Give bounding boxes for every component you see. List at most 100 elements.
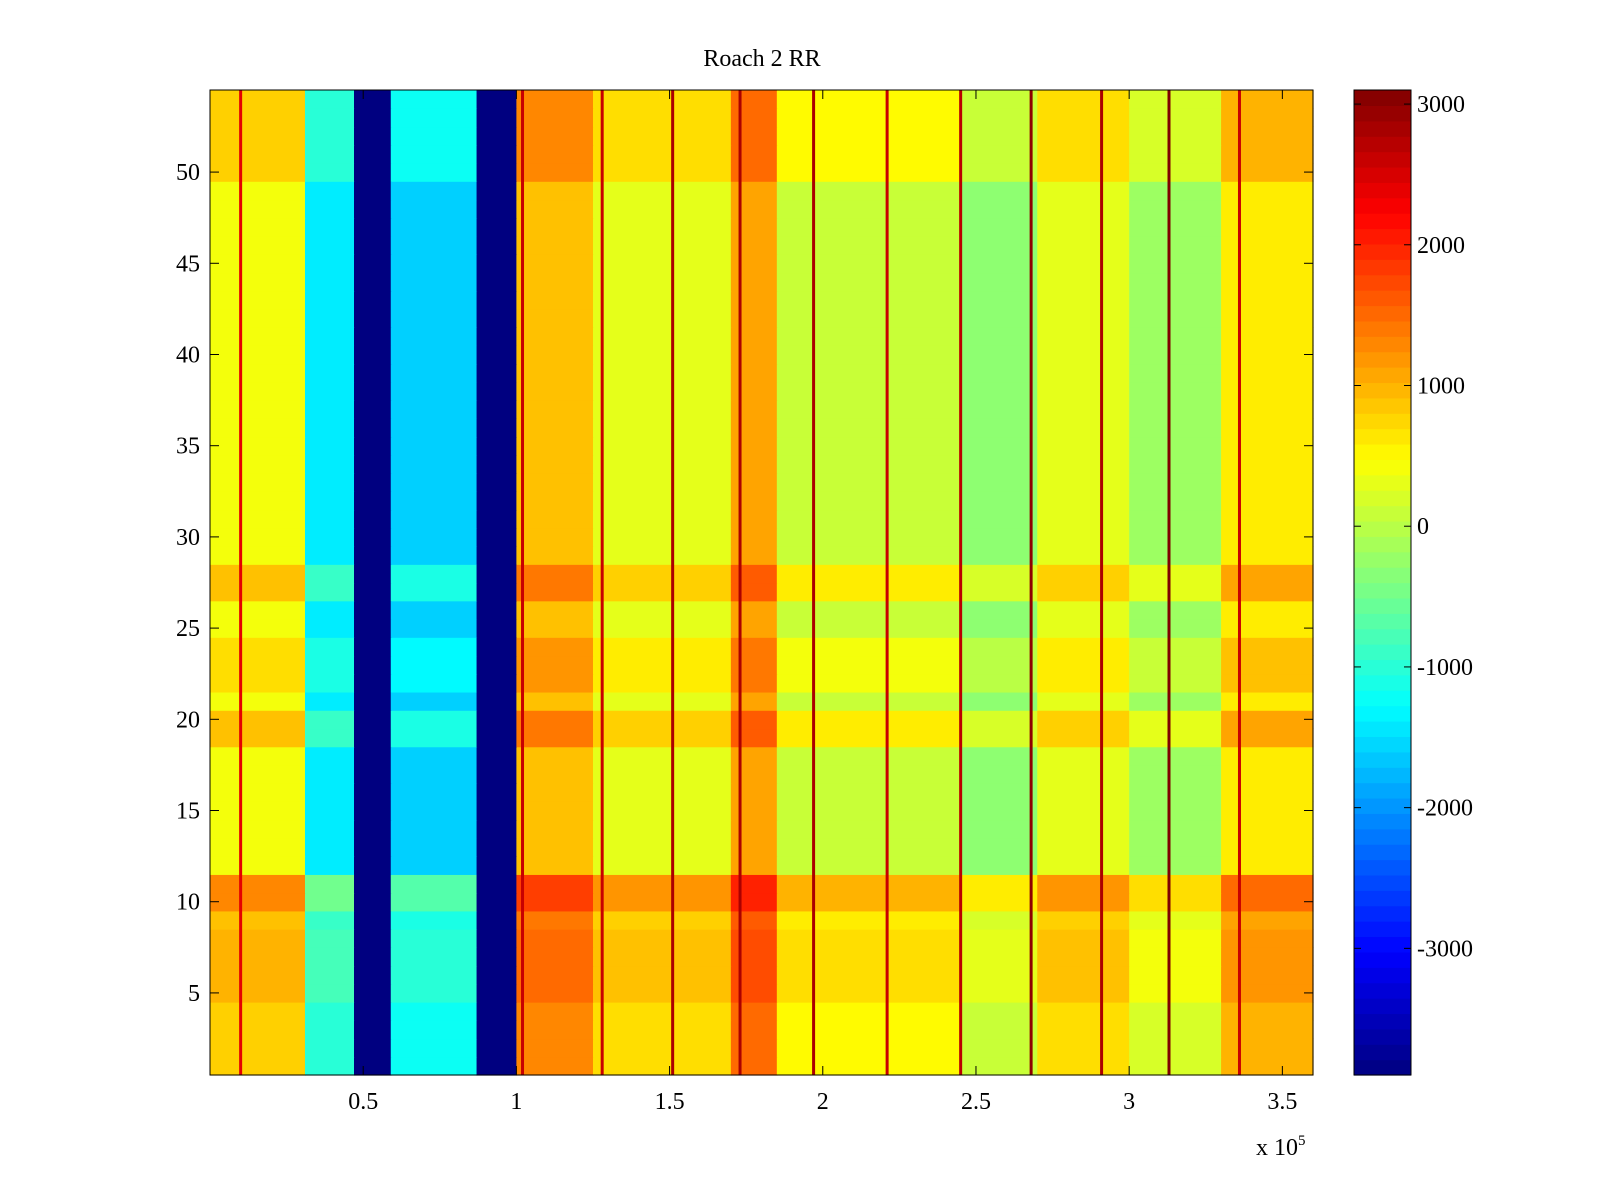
heatmap-cell-r53-c9 xyxy=(776,108,962,128)
colorbar-segment xyxy=(1354,797,1411,814)
heatmap-cell-r5-c8 xyxy=(730,983,778,1003)
heatmap-cell-r31-c12 xyxy=(1129,509,1222,529)
colorbar-segment xyxy=(1354,274,1411,291)
heatmap-cell-r7-c11 xyxy=(1037,947,1130,967)
heatmap-cell-r43-c13 xyxy=(1221,290,1314,310)
colorbar-segment xyxy=(1354,1013,1411,1030)
heatmap-cell-r22-c11 xyxy=(1037,673,1130,693)
heatmap-cell-r38-c10 xyxy=(960,381,1038,401)
heatmap-cell-r15-c3 xyxy=(354,801,392,821)
heatmap-cell-r32-c13 xyxy=(1221,491,1314,511)
heatmap-cell-r16-c3 xyxy=(354,783,392,802)
heatmap-cell-r34-c12 xyxy=(1129,454,1222,474)
colorbar-tick-label: 0 xyxy=(1417,514,1429,540)
heatmap-cell-r28-c12 xyxy=(1129,564,1222,584)
colorbar-segment xyxy=(1354,443,1411,460)
heatmap-cell-r22-c10 xyxy=(960,673,1038,693)
heatmap-cell-r26-c7 xyxy=(592,600,732,620)
heatmap-cell-r42-c1 xyxy=(210,308,306,328)
heatmap-cell-r29-c5 xyxy=(476,546,517,565)
x-axis-exponent-power: 5 xyxy=(1298,1133,1306,1149)
y-axis: 5 10 15 20 25 30 35 40 45 50 xyxy=(176,160,1313,1007)
heatmap-cell-r9-c11 xyxy=(1037,910,1130,930)
heatmap-cell-r9-c5 xyxy=(476,910,517,930)
heatmap-cell-r52-c4 xyxy=(390,126,478,146)
colorbar-segment xyxy=(1354,459,1411,476)
heatmap-cell-r17-c2 xyxy=(304,764,355,784)
heatmap-cell-r50-c4 xyxy=(390,162,478,182)
heatmap-cell-r34-c13 xyxy=(1221,454,1314,474)
heatmap-cell-r16-c10 xyxy=(960,783,1038,802)
heatmap-cell-r13-c10 xyxy=(960,837,1038,857)
heatmap-cell-r50-c10 xyxy=(960,162,1038,182)
heatmap-cell-r51-c10 xyxy=(960,144,1038,164)
heatmap-cell-r4-c1 xyxy=(210,1002,306,1021)
heatmap-cell-r19-c11 xyxy=(1037,728,1130,748)
heatmap-cell-r44-c2 xyxy=(304,272,355,292)
heatmap-cell-r26-c4 xyxy=(390,600,478,620)
heatmap-cell-r12-c6 xyxy=(516,856,594,875)
heatmap-cell-r18-c9 xyxy=(776,746,962,766)
heatmap-cell-r35-c5 xyxy=(476,436,517,456)
heatmap-cell-r6-c7 xyxy=(592,965,732,985)
heatmap-cell-r17-c6 xyxy=(516,764,594,784)
heatmap-cell-r40-c2 xyxy=(304,345,355,365)
colorbar-segment xyxy=(1354,767,1411,784)
heatmap-cell-r17-c13 xyxy=(1221,764,1314,784)
colorbar-segment xyxy=(1354,751,1411,768)
heatmap-cell-r7-c12 xyxy=(1129,947,1222,967)
heatmap-cell-r52-c13 xyxy=(1221,126,1314,146)
heatmap-cell-r32-c6 xyxy=(516,491,594,511)
heatmap-cell-r46-c7 xyxy=(592,235,732,255)
heatmap-cell-r11-c12 xyxy=(1129,874,1222,894)
heatmap-cell-r9-c2 xyxy=(304,910,355,930)
heatmap-cell-r24-c6 xyxy=(516,637,594,657)
heatmap-cell-r9-c6 xyxy=(516,910,594,930)
heatmap-cell-r16-c5 xyxy=(476,783,517,802)
heatmap-cell-r28-c1 xyxy=(210,564,306,584)
colorbar-segment xyxy=(1354,213,1411,230)
heatmap-cell-r43-c12 xyxy=(1129,290,1222,310)
heatmap-cell-r23-c7 xyxy=(592,655,732,675)
heatmap-cell-r13-c7 xyxy=(592,837,732,857)
heatmap-cell-r38-c5 xyxy=(476,381,517,401)
heatmap-cell-r44-c9 xyxy=(776,272,962,292)
heatmap-cell-r5-c4 xyxy=(390,983,478,1003)
heatmap-cell-r31-c3 xyxy=(354,509,392,529)
heatmap-cell-r40-c9 xyxy=(776,345,962,365)
heatmap-cell-r35-c7 xyxy=(592,436,732,456)
heatmap-cell-r52-c12 xyxy=(1129,126,1222,146)
heatmap-cell-r4-c11 xyxy=(1037,1002,1130,1021)
heatmap-cell-r47-c12 xyxy=(1129,217,1222,237)
colorbar-segment xyxy=(1354,382,1411,399)
heatmap-cell-r53-c3 xyxy=(354,108,392,128)
colorbar-segment xyxy=(1354,290,1411,307)
heatmap-cell-r11-c7 xyxy=(592,874,732,894)
heatmap-cell-r22-c5 xyxy=(476,673,517,693)
heatmap-cell-r23-c2 xyxy=(304,655,355,675)
heatmap-cell-r47-c13 xyxy=(1221,217,1314,237)
heatmap-cell-r31-c11 xyxy=(1037,509,1130,529)
heatmap-cell-r39-c12 xyxy=(1129,363,1222,383)
heatmap-cell-r5-c12 xyxy=(1129,983,1222,1003)
heatmap-cell-r7-c13 xyxy=(1221,947,1314,967)
heatmap-cell-r41-c11 xyxy=(1037,327,1130,346)
heatmap-cell-r17-c4 xyxy=(390,764,478,784)
heatmap-cell-r46-c10 xyxy=(960,235,1038,255)
colorbar-segment xyxy=(1354,136,1411,153)
heatmap-cell-r24-c4 xyxy=(390,637,478,657)
heatmap-cell-r12-c2 xyxy=(304,856,355,875)
heatmap-cell-r17-c10 xyxy=(960,764,1038,784)
heatmap-cell-r40-c13 xyxy=(1221,345,1314,365)
heatmap-line-8 xyxy=(959,90,963,1075)
heatmap-cell-r15-c7 xyxy=(592,801,732,821)
heatmap-cell-r22-c1 xyxy=(210,673,306,693)
heatmap-cell-r40-c6 xyxy=(516,345,594,365)
colorbar-segment xyxy=(1354,659,1411,676)
heatmap-cell-r52-c8 xyxy=(730,126,778,146)
heatmap-cell-r25-c12 xyxy=(1129,618,1222,638)
heatmap-cell-r24-c8 xyxy=(730,637,778,657)
heatmap-cell-r8-c2 xyxy=(304,929,355,948)
heatmap-cell-r22-c7 xyxy=(592,673,732,693)
heatmap-cell-r22-c4 xyxy=(390,673,478,693)
